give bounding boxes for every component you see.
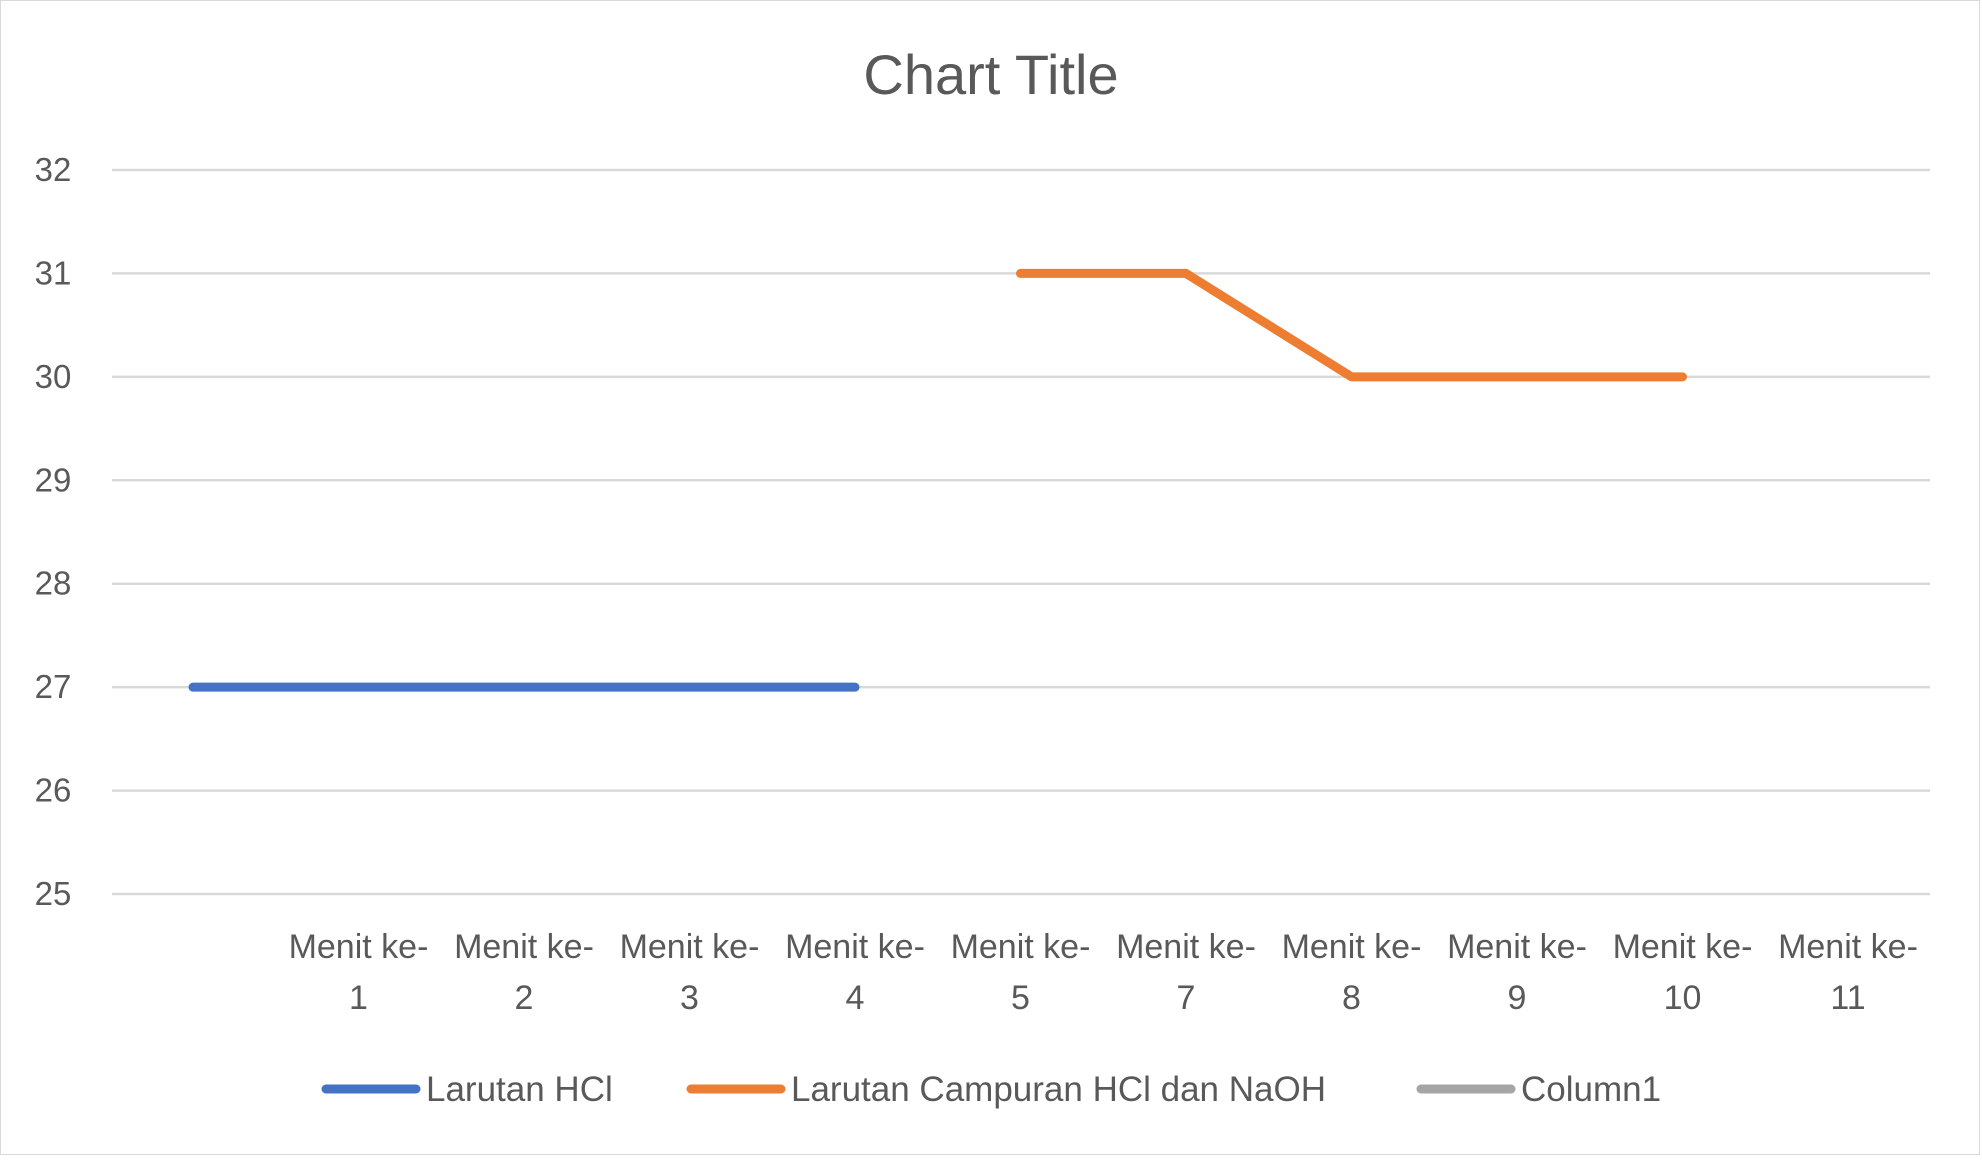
x-tick-label: Menit ke- 4 [785,928,925,1017]
x-tick-label-line: Menit ke- [1778,928,1918,966]
x-tick-label: Menit ke- 7 [1116,928,1256,1017]
x-tick-label: Menit ke- 8 [1282,928,1422,1017]
x-axis-tick-labels: Menit ke- 1 Menit ke- 2 Menit ke- 3 Menit ke- 4… [289,928,1918,1017]
series-lines [188,268,1687,692]
x-tick-label-line: Menit ke- [289,928,429,966]
legend: Larutan HCl Larutan Campuran HCl dan NaOH… [321,1070,1661,1109]
x-tick-label-line: 9 [1508,979,1527,1017]
x-tick-label-line: Menit ke- [1447,928,1587,966]
y-tick-label: 29 [35,461,72,498]
x-tick-label-line: Menit ke- [951,928,1091,966]
y-tick-label: 25 [35,875,72,912]
x-tick-label: Menit ke- 9 [1447,928,1587,1017]
series-2-group [1016,268,1687,382]
x-tick-label-line: Menit ke- [454,928,594,966]
series-line [1016,268,1687,382]
x-tick-label: Menit ke- 2 [454,928,594,1017]
legend-item: Larutan Campuran HCl dan NaOH [686,1070,1326,1109]
gridlines [112,168,1930,896]
y-tick-label: 26 [35,772,72,809]
x-tick-label-line: 10 [1664,979,1702,1017]
x-tick-label-line: 1 [349,979,368,1017]
x-tick-label: Menit ke- 10 [1613,928,1753,1017]
x-tick-label-line: 2 [515,979,534,1017]
x-tick-label-line: Menit ke- [785,928,925,966]
y-tick-label: 31 [35,254,72,291]
legend-label: Column1 [1521,1070,1661,1109]
x-tick-label-line: Menit ke- [620,928,760,966]
x-tick-label: Menit ke- 5 [951,928,1091,1017]
x-tick-label-line: 5 [1011,979,1030,1017]
x-tick-label-line: Menit ke- [1613,928,1753,966]
x-tick-label-line: Menit ke- [1116,928,1256,966]
x-tick-label-line: 8 [1342,979,1361,1017]
y-tick-label: 32 [35,151,72,188]
legend-label: Larutan Campuran HCl dan NaOH [791,1070,1326,1109]
y-tick-label: 27 [35,668,72,705]
x-tick-label: Menit ke- 11 [1778,928,1918,1017]
y-tick-label: 30 [35,358,72,395]
x-tick-label-line: Menit ke- [1282,928,1422,966]
chart-title: Chart Title [863,43,1118,106]
x-tick-label-line: 4 [846,979,865,1017]
x-tick-label-line: 3 [680,979,699,1017]
legend-item: Larutan HCl [321,1070,613,1109]
x-tick-label-line: 7 [1177,979,1196,1017]
y-tick-label: 28 [35,565,72,602]
y-axis-tick-labels: 25 26 27 28 29 30 31 32 [35,151,72,912]
legend-label: Larutan HCl [426,1070,613,1109]
x-tick-label-line: 11 [1830,979,1865,1017]
x-tick-label: Menit ke- 1 [289,928,429,1017]
x-tick-label: Menit ke- 3 [620,928,760,1017]
legend-item: Column1 [1416,1070,1661,1109]
